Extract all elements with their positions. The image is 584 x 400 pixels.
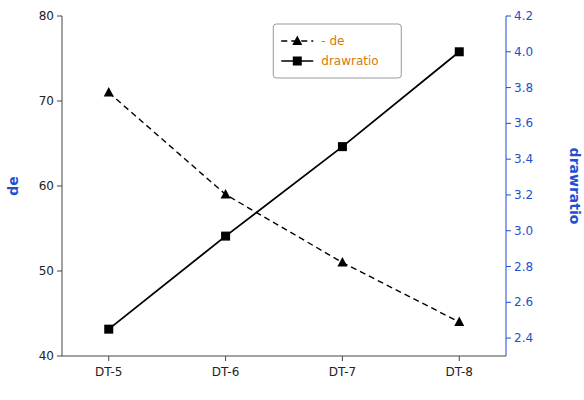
y2-axis-label: drawratio [567,148,583,225]
x-tick-label: DT-6 [212,365,239,379]
series-line [109,52,460,329]
series-marker[interactable] [338,142,347,151]
chart: 40 50 60 70 80 2.4 2.6 2.8 3.0 3.2 3.4 3.6 3.8 4.0 4.2… [0,0,584,400]
y-tick [57,271,62,272]
y2-tick-label: 3.8 [514,81,533,95]
y-axis-label: de [5,176,21,196]
series-marker[interactable] [337,257,347,267]
y2-tick [506,123,511,124]
legend-marker [293,57,302,66]
y2-tick [506,194,511,195]
legend-marker [292,36,302,46]
y2-tick-label: 2.6 [514,295,533,309]
series-marker[interactable] [221,189,231,199]
y2-tick-label: 4.0 [514,45,533,59]
y2-tick [506,302,511,303]
y2-tick-label: 3.2 [514,188,533,202]
y-tick [57,101,62,102]
y2-tick [506,16,511,17]
y-tick-label: 50 [39,264,54,278]
y2-tick [506,159,511,160]
y-tick [57,16,62,17]
y-tick-label: 80 [39,9,54,23]
y2-tick [506,338,511,339]
y-tick-label: 60 [39,179,54,193]
series-marker[interactable] [455,47,464,56]
y2-tick [506,230,511,231]
y2-tick [506,266,511,267]
series-marker[interactable] [104,325,113,334]
y2-tick-label: 2.4 [514,331,533,345]
y-tick-label: 70 [39,94,54,108]
y-tick [57,186,62,187]
series-marker[interactable] [104,87,114,97]
x-tick [459,356,460,361]
x-tick [225,356,226,361]
y2-tick-label: 2.8 [514,260,533,274]
y2-tick-label: 3.4 [514,152,533,166]
x-tick-label: DT-7 [329,365,356,379]
y2-tick-label: 4.2 [514,9,533,23]
y-tick-label: 40 [39,349,54,363]
x-tick [342,356,343,361]
plot-area [104,47,465,333]
y2-axis-line [506,16,507,356]
legend-label: - de [321,34,344,48]
series-marker[interactable] [221,232,230,241]
x-axis-line [62,356,506,357]
legend-box [273,24,401,78]
y2-tick [506,51,511,52]
legend: - de drawratio [273,24,401,78]
y-tick [57,356,62,357]
legend-label: drawratio [321,54,378,68]
x-tick-label: DT-5 [95,365,122,379]
x-tick [108,356,109,361]
series-marker[interactable] [454,317,464,327]
y2-tick-label: 3.6 [514,116,533,130]
y2-tick-label: 3.0 [514,224,533,238]
y2-tick [506,87,511,88]
x-tick-label: DT-8 [446,365,473,379]
